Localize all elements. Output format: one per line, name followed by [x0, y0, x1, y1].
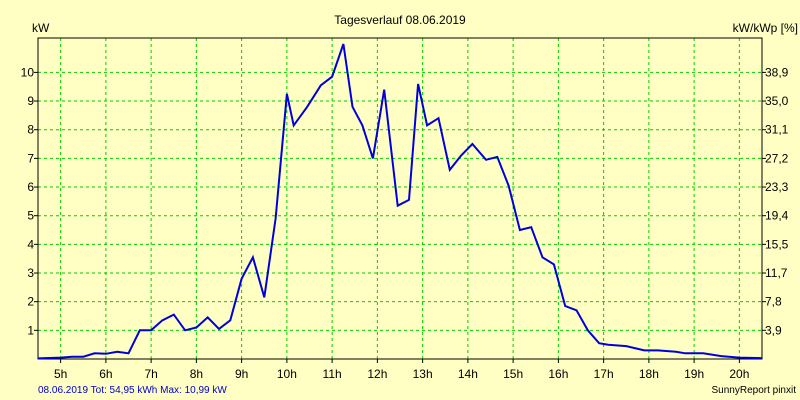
- x-tick-label: 18h: [639, 367, 659, 381]
- y-tick-label-left: 6: [27, 180, 34, 194]
- y-tick-label-right: 38,9: [765, 65, 789, 79]
- x-tick-label: 6h: [99, 367, 112, 381]
- x-tick-label: 5h: [54, 367, 67, 381]
- y-tick-label-left: 4: [27, 237, 34, 251]
- y-tick-label-left: 8: [27, 123, 34, 137]
- plot-frame: [37, 37, 763, 360]
- x-tick-label: 10h: [277, 367, 297, 381]
- y-tick-label-right: 35,0: [765, 94, 789, 108]
- x-tick-label: 9h: [235, 367, 248, 381]
- labels: Tagesverlauf 08.06.2019 kW kW/kWp [%] 08…: [21, 13, 798, 396]
- y-tick-label-left: 10: [21, 65, 35, 79]
- x-tick-label: 16h: [548, 367, 568, 381]
- y-axis-label-left: kW: [32, 21, 50, 35]
- y-axis-label-right: kW/kWp [%]: [733, 21, 798, 35]
- y-tick-label-right: 23,3: [765, 180, 789, 194]
- x-tick-label: 8h: [190, 367, 203, 381]
- y-tick-label-left: 3: [27, 266, 34, 280]
- x-tick-label: 12h: [367, 367, 387, 381]
- x-tick-label: 14h: [458, 367, 478, 381]
- y-tick-label-left: 7: [27, 151, 34, 165]
- x-tick-label: 7h: [144, 367, 157, 381]
- chart-title: Tagesverlauf 08.06.2019: [334, 13, 466, 27]
- y-tick-label-left: 9: [27, 94, 34, 108]
- y-tick-label-right: 19,4: [765, 209, 789, 223]
- x-tick-label: 15h: [503, 367, 523, 381]
- y-tick-label-right: 7,8: [765, 295, 782, 309]
- y-tick-label-right: 11,7: [765, 266, 788, 280]
- y-tick-label-right: 31,1: [765, 123, 789, 137]
- x-tick-label: 13h: [413, 367, 433, 381]
- x-tick-label: 20h: [729, 367, 749, 381]
- x-tick-label: 19h: [684, 367, 704, 381]
- y-tick-label-right: 15,5: [765, 237, 789, 251]
- y-tick-label-right: 27,2: [765, 151, 789, 165]
- footer-summary: 08.06.2019 Tot: 54,95 kWh Max: 10,99 kW: [38, 385, 227, 396]
- series-line: [37, 43, 763, 360]
- grid: [34, 38, 766, 363]
- y-tick-label-left: 2: [27, 295, 34, 309]
- footer-credit: SunnyReport pinxit: [712, 385, 797, 396]
- x-tick-label: 17h: [594, 367, 614, 381]
- y-tick-label-left: 1: [27, 323, 34, 337]
- series-layer: [37, 43, 763, 360]
- y-tick-label-left: 5: [27, 209, 34, 223]
- y-tick-label-right: 3,9: [765, 323, 782, 337]
- x-tick-label: 11h: [323, 367, 342, 381]
